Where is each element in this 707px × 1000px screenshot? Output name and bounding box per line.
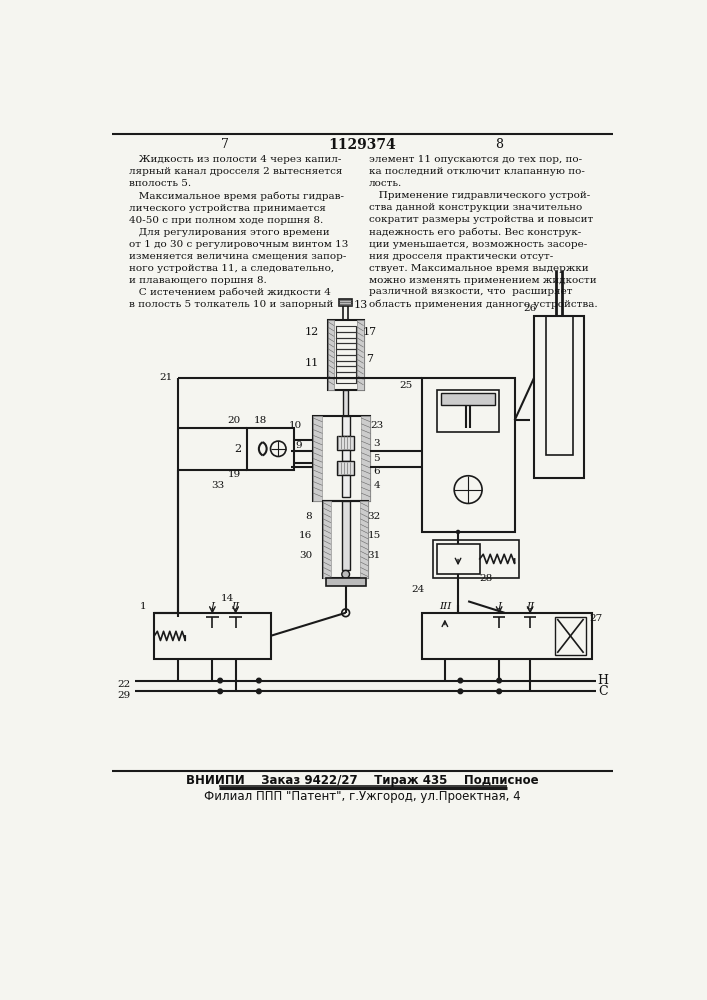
Text: Жидкость из полости 4 через капил-
лярный канал дросселя 2 вытесняется
вполость : Жидкость из полости 4 через капил- лярны… <box>129 155 348 309</box>
Text: 9: 9 <box>296 441 303 450</box>
Bar <box>323 501 368 578</box>
Bar <box>344 389 348 416</box>
Bar <box>247 428 293 470</box>
Text: 18: 18 <box>253 416 267 425</box>
Polygon shape <box>361 416 370 501</box>
Circle shape <box>257 689 261 694</box>
Bar <box>328 320 363 389</box>
Text: 16: 16 <box>299 531 312 540</box>
Polygon shape <box>323 501 331 578</box>
Bar <box>437 544 480 574</box>
Text: III: III <box>438 602 451 611</box>
Text: H: H <box>597 674 609 687</box>
Text: 22: 22 <box>118 680 131 689</box>
Text: 33: 33 <box>211 481 224 490</box>
Text: ВНИИПИ    Заказ 9422/27    Тираж 435    Подписное: ВНИИПИ Заказ 9422/27 Тираж 435 Подписное <box>186 774 538 787</box>
Bar <box>341 450 349 461</box>
Text: 6: 6 <box>373 467 380 476</box>
Text: 8: 8 <box>495 138 503 151</box>
Circle shape <box>497 678 501 683</box>
Text: 31: 31 <box>368 551 381 560</box>
Bar <box>441 393 495 405</box>
Text: 8: 8 <box>305 512 312 521</box>
Bar <box>325 578 366 586</box>
Text: 29: 29 <box>118 691 131 700</box>
Text: 28: 28 <box>479 574 493 583</box>
Text: I: I <box>497 602 501 611</box>
Text: 4: 4 <box>373 481 380 490</box>
Text: 7: 7 <box>221 138 228 151</box>
Bar <box>437 389 499 432</box>
Text: 25: 25 <box>399 381 412 390</box>
Circle shape <box>458 678 462 683</box>
Text: 30: 30 <box>299 551 312 560</box>
Text: 12: 12 <box>304 327 319 337</box>
Text: Филиал ППП "Патент", г.Ужгород, ул.Проектная, 4: Филиал ППП "Патент", г.Ужгород, ул.Проек… <box>204 790 520 803</box>
Text: 14: 14 <box>221 594 235 603</box>
Text: 1129374: 1129374 <box>328 138 396 152</box>
Bar <box>337 461 354 475</box>
Bar <box>555 617 586 655</box>
Bar <box>154 613 271 659</box>
Text: 17: 17 <box>363 327 377 337</box>
Text: 13: 13 <box>354 300 368 310</box>
Bar <box>421 613 592 659</box>
Polygon shape <box>313 416 322 501</box>
Text: 19: 19 <box>228 470 241 479</box>
Text: 32: 32 <box>368 512 381 521</box>
Circle shape <box>497 689 501 694</box>
Text: 21: 21 <box>159 373 173 382</box>
Bar <box>341 501 349 570</box>
Circle shape <box>257 678 261 683</box>
Text: II: II <box>231 602 240 611</box>
Text: I: I <box>210 602 214 611</box>
Text: 7: 7 <box>366 354 373 364</box>
Text: 20: 20 <box>228 416 241 425</box>
Text: 23: 23 <box>370 421 383 430</box>
Text: 2: 2 <box>234 444 241 454</box>
Text: 27: 27 <box>590 614 602 623</box>
Polygon shape <box>357 320 363 389</box>
Circle shape <box>218 689 223 694</box>
Bar <box>546 316 573 455</box>
Text: 5: 5 <box>373 454 380 463</box>
Text: 3: 3 <box>373 439 380 448</box>
Bar <box>341 416 349 436</box>
Text: 11: 11 <box>304 358 319 368</box>
Polygon shape <box>361 501 368 578</box>
Polygon shape <box>328 320 334 389</box>
Circle shape <box>218 678 223 683</box>
Circle shape <box>458 689 462 694</box>
Bar <box>339 299 352 306</box>
Bar <box>337 436 354 450</box>
Bar <box>421 378 515 532</box>
Text: C: C <box>598 685 608 698</box>
Text: II: II <box>526 602 534 611</box>
Bar <box>433 540 518 578</box>
Bar <box>341 475 349 497</box>
Text: 15: 15 <box>368 531 381 540</box>
Text: 24: 24 <box>411 585 424 594</box>
Bar <box>313 416 370 501</box>
Circle shape <box>341 570 349 578</box>
Text: 10: 10 <box>289 421 303 430</box>
Text: 26: 26 <box>523 304 537 313</box>
Text: 1: 1 <box>139 602 146 611</box>
Bar <box>534 316 585 478</box>
Circle shape <box>457 530 460 533</box>
Text: элемент 11 опускаются до тех пор, по-
ка последний отключит клапанную по-
лость.: элемент 11 опускаются до тех пор, по- ка… <box>369 155 597 309</box>
